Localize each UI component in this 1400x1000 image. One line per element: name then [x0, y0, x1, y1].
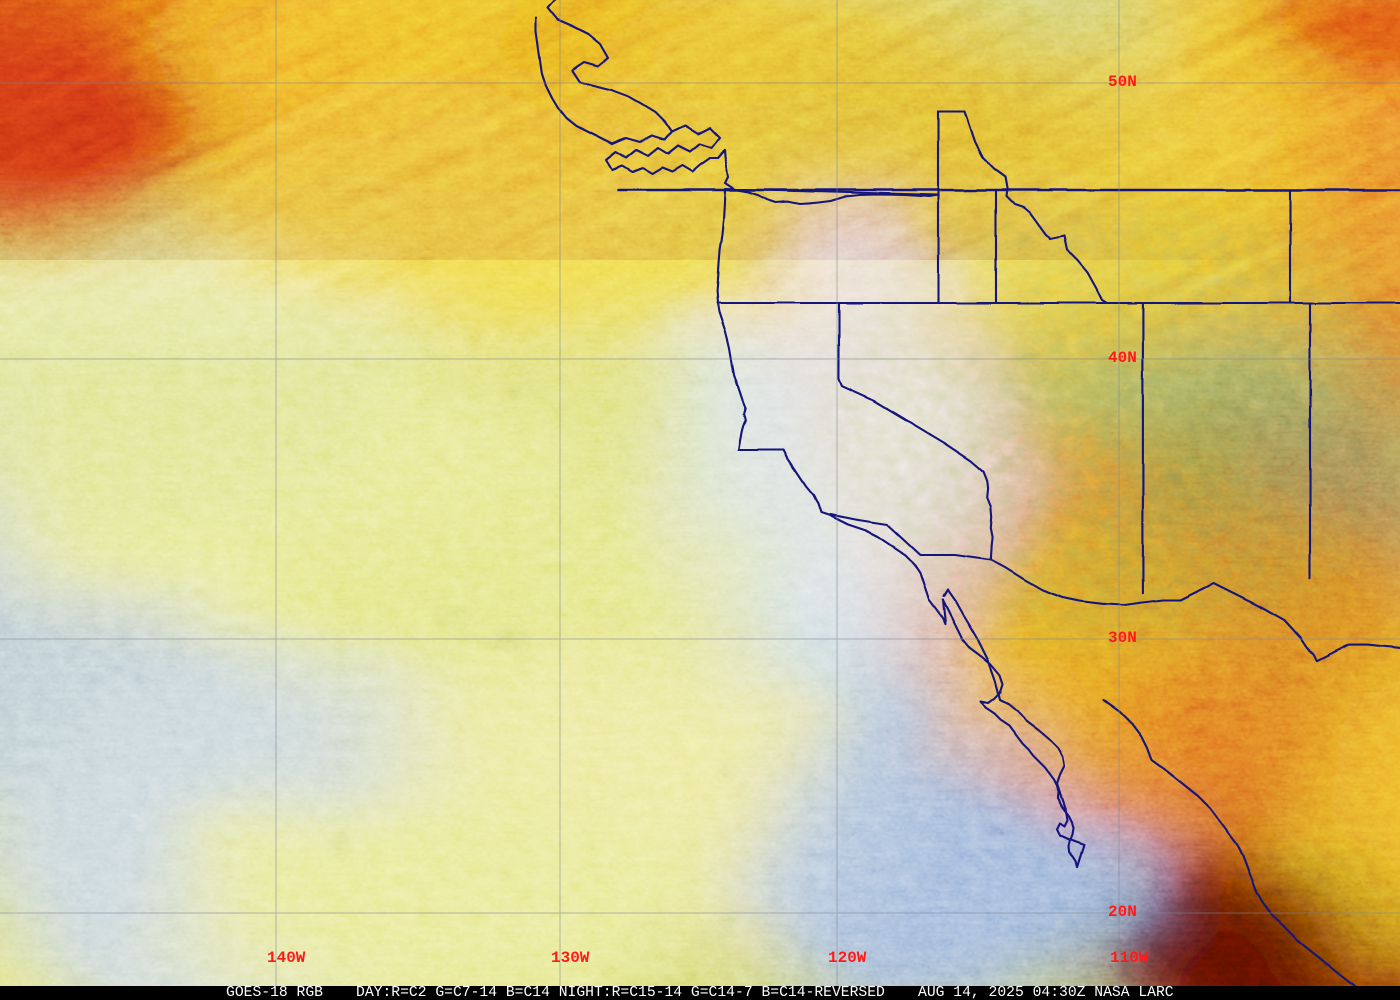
svg-text:40N: 40N: [1108, 349, 1137, 367]
svg-text:130W: 130W: [551, 949, 590, 967]
svg-text:DAY:R=C2 G=C7-14 B=C14 NIGHT:: DAY:R=C2 G=C7-14 B=C14 NIGHT:R=C15-14 G=…: [356, 985, 885, 1000]
svg-text:140W: 140W: [267, 949, 306, 967]
svg-text:50N: 50N: [1108, 73, 1137, 91]
svg-text:20N: 20N: [1108, 903, 1137, 921]
svg-text:GOES-18 RGB: GOES-18 RGB: [226, 985, 323, 1000]
svg-text:110W: 110W: [1110, 949, 1149, 967]
svg-text:120W: 120W: [828, 949, 867, 967]
svg-text:30N: 30N: [1108, 629, 1137, 647]
svg-text:AUG 14, 2025 04:30Z NASA LARC: AUG 14, 2025 04:30Z NASA LARC: [918, 985, 1174, 1000]
